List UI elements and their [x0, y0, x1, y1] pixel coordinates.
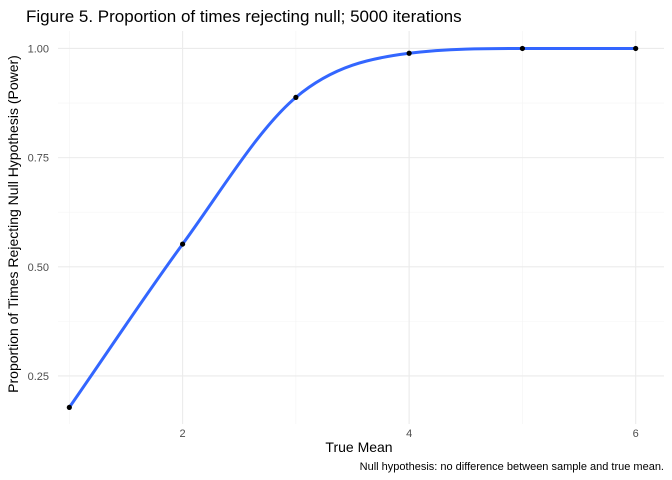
chart-title: Figure 5. Proportion of times rejecting … [26, 7, 462, 26]
x-tick-label: 4 [406, 428, 412, 440]
chart-caption: Null hypothesis: no difference between s… [360, 461, 664, 473]
y-tick-label: 0.25 [28, 371, 49, 383]
y-tick-label: 1.00 [28, 43, 49, 55]
data-point [66, 404, 72, 411]
y-tick-label: 0.75 [28, 153, 49, 165]
y-tick-labels: 0.25 0.50 0.75 1.00 [28, 43, 49, 383]
x-tick-label: 6 [633, 428, 639, 440]
power-curve-line [67, 46, 638, 409]
data-point [633, 45, 639, 52]
y-tick-label: 0.50 [28, 262, 49, 274]
plot-panel [58, 31, 664, 424]
data-point [293, 94, 299, 100]
data-point [406, 50, 412, 56]
x-tick-label: 2 [180, 428, 186, 440]
data-point [519, 45, 526, 52]
x-axis-label: True Mean [325, 439, 392, 455]
data-point [179, 241, 186, 247]
y-axis-label: Proportion of Times Rejecting Null Hypot… [5, 55, 21, 393]
series-layer [66, 45, 639, 411]
x-tick-labels: 2 4 6 [180, 428, 639, 440]
